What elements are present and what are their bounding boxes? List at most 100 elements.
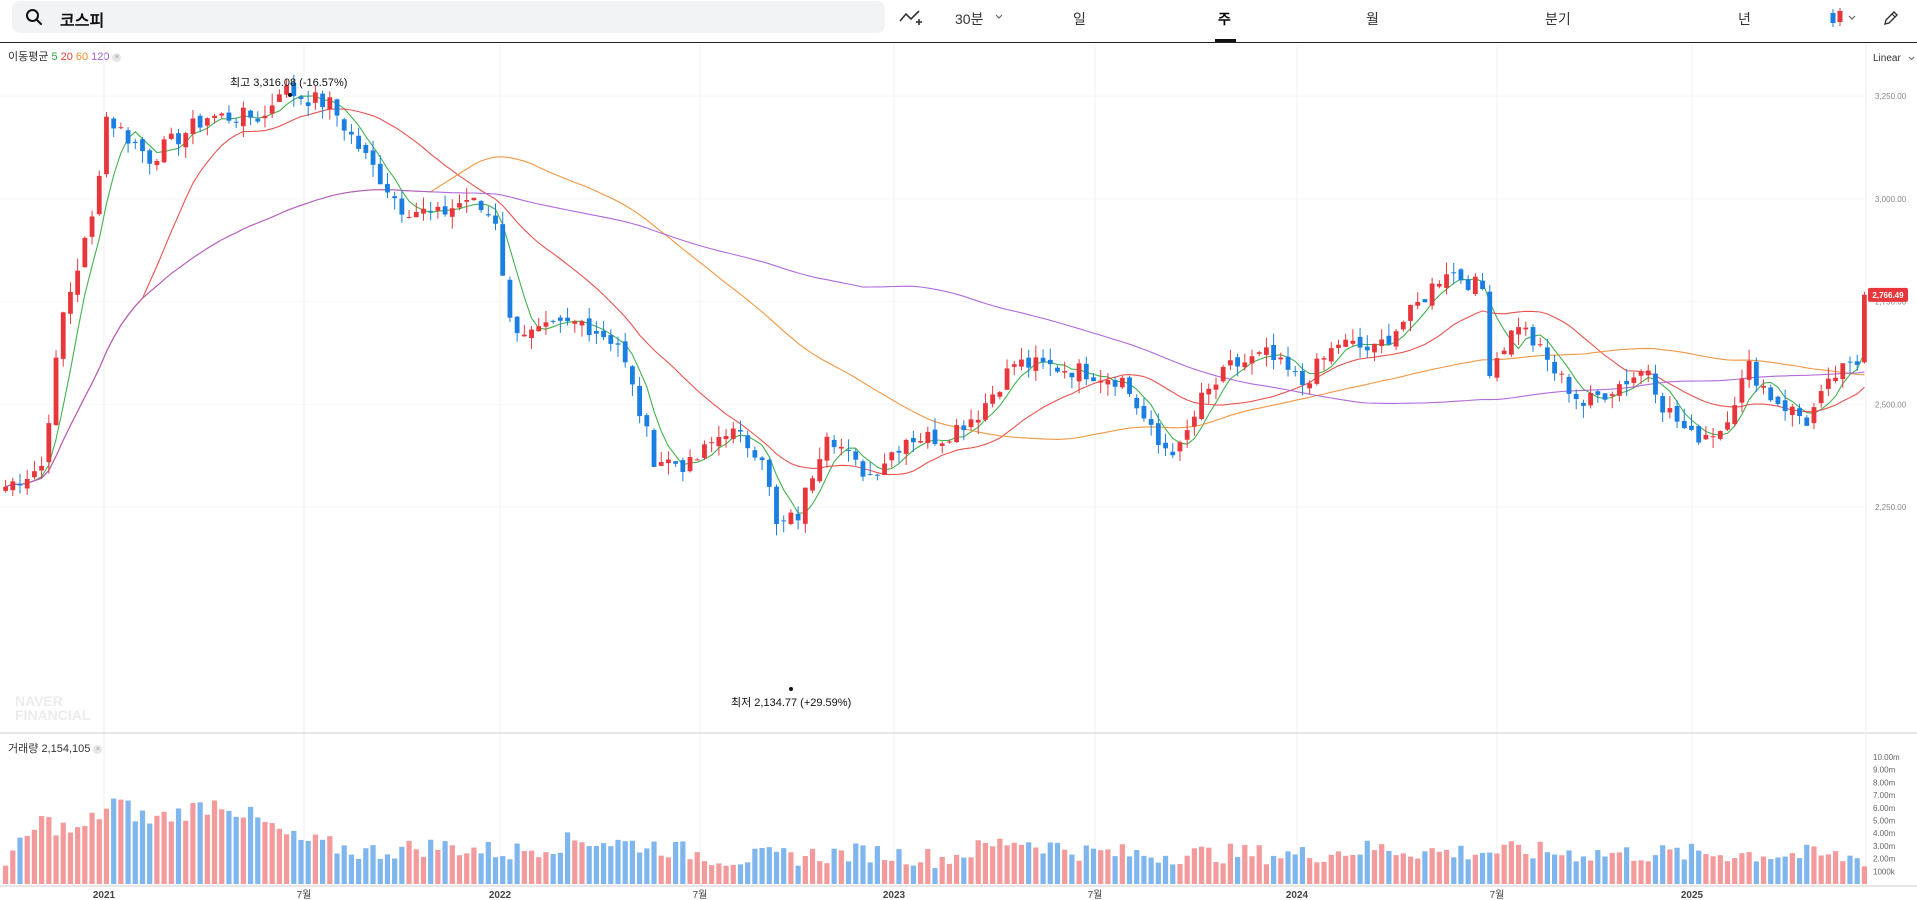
volume-bar: [1119, 844, 1125, 884]
volume-bar: [723, 865, 729, 884]
volume-bar: [1537, 841, 1543, 884]
volume-bar: [1472, 854, 1478, 884]
scale-label[interactable]: Linear: [1873, 53, 1901, 64]
candle-body: [903, 439, 909, 454]
candle-body: [947, 441, 952, 443]
candle-body: [961, 425, 967, 431]
volume-bar: [1033, 847, 1039, 884]
volume-bar: [1588, 860, 1594, 884]
ma-5-label: 5: [51, 51, 58, 63]
volume-bar: [1465, 859, 1471, 884]
volume-tick-label: 7.00m: [1873, 791, 1896, 800]
candle-body: [1148, 419, 1154, 425]
candle-body: [507, 279, 513, 318]
volume-bar: [175, 808, 182, 884]
candle-body: [1011, 364, 1017, 367]
x-tick-label: 7월: [1088, 889, 1103, 900]
volume-bar: [1616, 852, 1623, 884]
candle-body: [1667, 408, 1673, 413]
candle-body: [1091, 377, 1096, 382]
candle-body: [363, 144, 369, 153]
candle-body: [1753, 361, 1759, 386]
candle-body: [226, 112, 232, 121]
candle-body: [1847, 361, 1853, 363]
volume-label: 거래량: [8, 743, 39, 755]
candle-body: [1840, 363, 1846, 380]
volume-bar: [1494, 853, 1500, 884]
volume-bar: [1134, 850, 1140, 884]
candle-body: [3, 486, 9, 491]
candle-body: [1379, 339, 1385, 347]
volume-tick-label: 10.00m: [1873, 753, 1900, 762]
candle-body: [1602, 393, 1608, 400]
scale-select[interactable]: Linear: [1873, 53, 1915, 64]
candle-body: [1364, 346, 1370, 351]
candle-body: [370, 150, 376, 165]
candle-body: [867, 474, 873, 476]
volume-bar: [629, 840, 636, 884]
volume-bar: [1804, 844, 1810, 884]
search-bar[interactable]: 코스피: [12, 1, 885, 33]
candle-body: [824, 436, 830, 461]
volume-bar: [139, 810, 146, 884]
tab-quarter[interactable]: 분기: [1545, 11, 1571, 27]
tab-week[interactable]: 주: [1218, 11, 1231, 27]
volume-bar: [600, 843, 607, 884]
candle-body: [673, 461, 679, 464]
volume-bar: [492, 857, 499, 884]
tab-year[interactable]: 년: [1738, 11, 1751, 27]
volume-bar: [183, 820, 189, 884]
volume-bar: [809, 848, 816, 884]
volume-bar: [795, 865, 801, 884]
volume-bar: [211, 800, 218, 884]
close-icon[interactable]: ×: [93, 744, 103, 754]
pencil-icon[interactable]: [1882, 9, 1900, 27]
volume-bar: [1307, 858, 1313, 884]
indicator-add-icon[interactable]: [899, 8, 923, 28]
candle-body: [435, 206, 441, 211]
candle-body: [831, 439, 837, 448]
candle-body: [1242, 362, 1248, 368]
candle-body: [377, 163, 383, 185]
volume-bar: [219, 809, 225, 884]
candle-body: [89, 216, 95, 237]
volume-tick-label: 6.00m: [1873, 804, 1896, 813]
candle-body: [1292, 371, 1298, 373]
interval-select[interactable]: 30분: [955, 11, 984, 27]
volume-bar: [781, 848, 787, 884]
candle-body: [1019, 359, 1024, 367]
tab-month[interactable]: 월: [1366, 11, 1379, 27]
volume-bar: [341, 845, 347, 884]
search-query[interactable]: 코스피: [60, 13, 105, 30]
candle-body: [1062, 371, 1068, 373]
volume-bar: [1768, 859, 1774, 884]
volume-bar: [1501, 844, 1507, 884]
volume-bar: [1811, 846, 1817, 884]
tab-day[interactable]: 일: [1073, 11, 1086, 27]
chart-grid: [0, 44, 1917, 887]
volume-bar: [1379, 844, 1385, 884]
close-icon[interactable]: ×: [112, 52, 122, 62]
volume-bar: [370, 845, 376, 884]
candle-body: [60, 312, 66, 359]
candle-body: [255, 118, 261, 122]
chevron-down-icon[interactable]: [995, 14, 1003, 20]
volume-bar: [442, 841, 448, 884]
volume-bar: [1177, 863, 1183, 884]
candle-body: [954, 425, 960, 443]
candle-body: [1127, 377, 1132, 394]
candle-body: [1494, 358, 1500, 378]
volume-bar: [53, 835, 59, 884]
candle-body: [68, 291, 73, 314]
volume-bar: [1573, 861, 1579, 884]
volume-bar: [550, 854, 556, 884]
candle-body: [334, 99, 340, 116]
volume-bar: [1580, 856, 1587, 884]
candle-body: [1163, 442, 1168, 449]
candle-body: [1566, 376, 1572, 394]
volume-bar: [10, 850, 16, 884]
candle-body: [882, 463, 887, 475]
candle-body: [644, 415, 650, 427]
chart-type-candle-icon[interactable]: [1828, 7, 1858, 29]
